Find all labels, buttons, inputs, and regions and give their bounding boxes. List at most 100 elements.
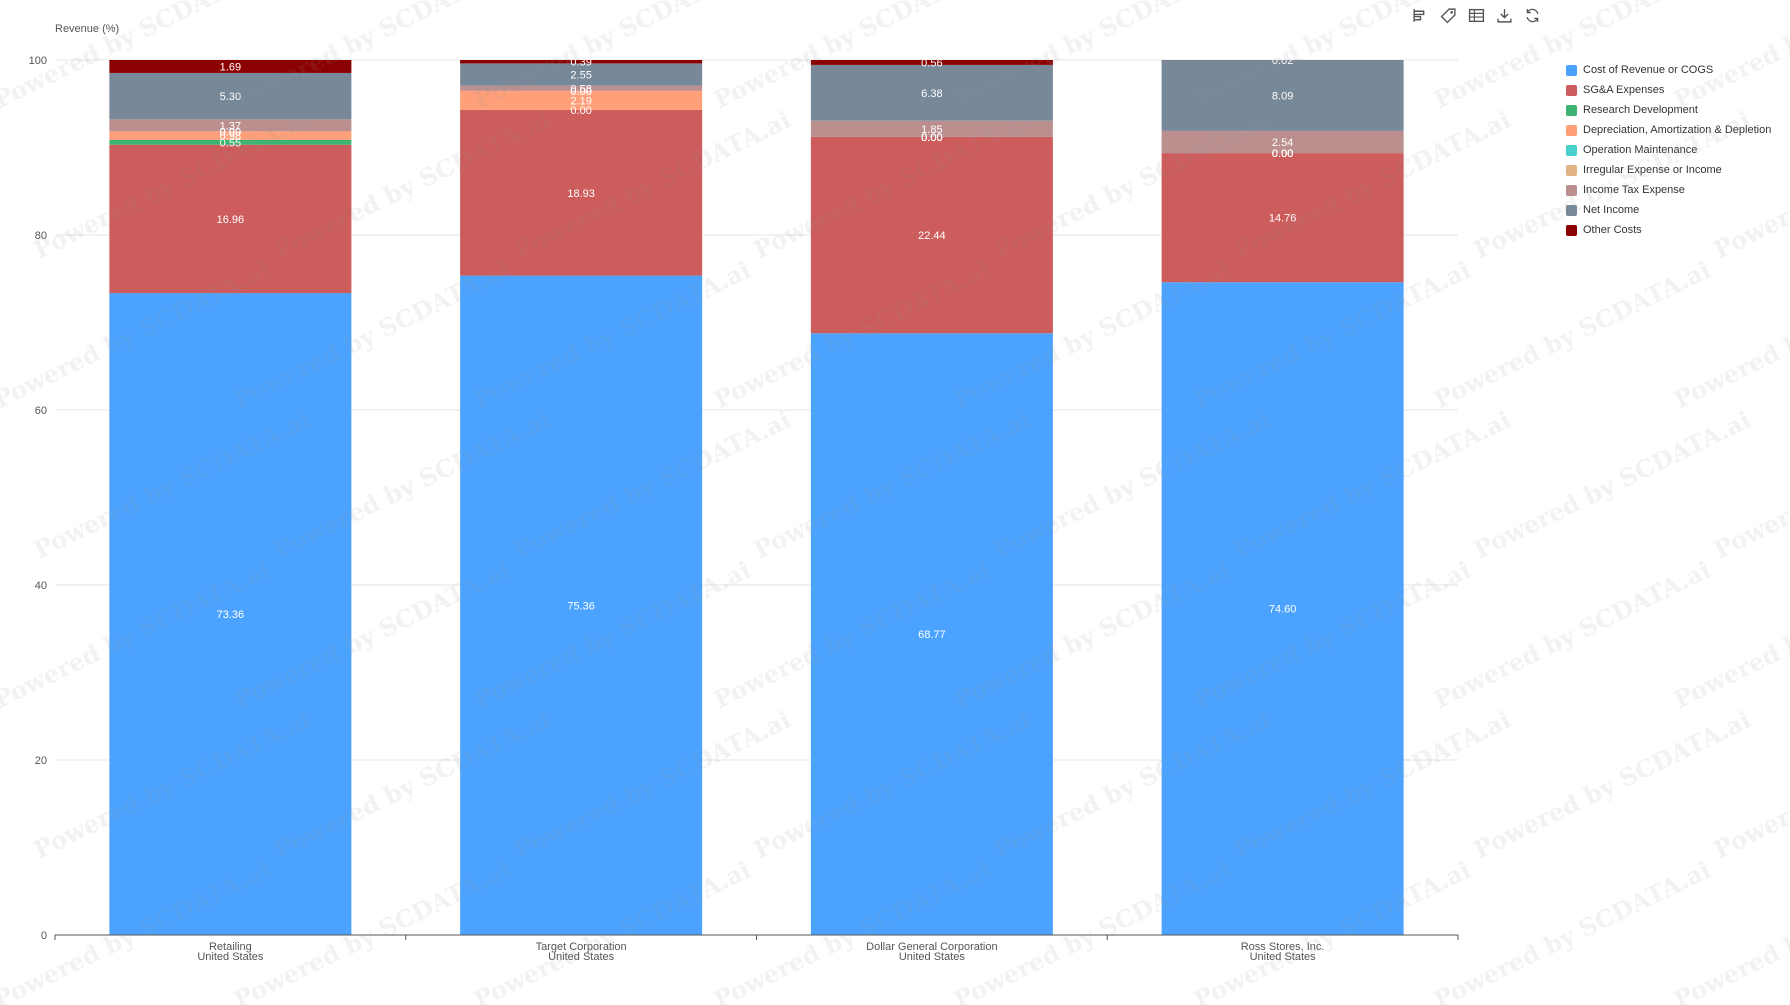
download-icon: [1496, 8, 1512, 23]
legend-label: Cost of Revenue or COGS: [1583, 64, 1714, 76]
y-tick-label: 100: [29, 55, 47, 67]
save-image-button[interactable]: [1494, 5, 1514, 25]
legend-item[interactable]: Depreciation, Amortization & Depletion: [1566, 120, 1771, 140]
bar-segment[interactable]: [460, 109, 703, 276]
bar-segment[interactable]: [810, 136, 1053, 334]
bar-segment[interactable]: [810, 60, 1053, 65]
legend-item[interactable]: Other Costs: [1566, 220, 1771, 240]
bar-value-label: 6.38: [921, 88, 942, 100]
bar-value-label: 18.93: [567, 188, 595, 200]
bar-value-label: 0.00: [570, 86, 591, 98]
y-tick-label: 80: [35, 230, 47, 242]
legend-label: Other Costs: [1583, 224, 1642, 236]
y-tick-label: 20: [35, 755, 47, 767]
bar-value-label: 73.36: [217, 609, 245, 621]
x-tick-label: Retailing: [209, 941, 252, 953]
bar-value-label: 68.77: [918, 629, 946, 641]
bar-value-label: 75.36: [567, 600, 595, 612]
bar-segment[interactable]: [109, 131, 352, 140]
bar-value-label: 2.54: [1272, 137, 1293, 149]
y-axis-ticks: 0 20 40 60 80 100: [29, 55, 47, 942]
x-tick-sublabel: United States: [899, 951, 966, 963]
legend-item[interactable]: Research Development: [1566, 100, 1771, 120]
legend-toggle-icon: [1412, 8, 1424, 22]
bar-value-label: 8.09: [1272, 90, 1293, 102]
legend-swatch: [1566, 184, 1577, 196]
bar-value-label: 0.00: [1272, 148, 1293, 160]
legend-swatch: [1566, 164, 1577, 176]
bar-segment[interactable]: [460, 90, 703, 110]
legend-item[interactable]: SG&A Expenses: [1566, 80, 1771, 100]
legend-label: Operation Maintenance: [1583, 144, 1698, 156]
bar-value-label: 1.69: [220, 61, 241, 73]
bar-value-label: 0.55: [220, 137, 241, 149]
legend-swatch: [1566, 204, 1577, 216]
bar-segment[interactable]: [810, 333, 1053, 935]
x-tick-label: Target Corporation: [536, 941, 627, 953]
bar-segment[interactable]: [460, 60, 703, 64]
y-axis-title: Revenue (%): [55, 23, 119, 35]
legend-label: SG&A Expenses: [1583, 84, 1665, 96]
bar-value-label: 0.00: [220, 126, 241, 138]
legend-item[interactable]: Cost of Revenue or COGS: [1566, 60, 1771, 80]
y-tick-label: 40: [35, 580, 47, 592]
bar-segment[interactable]: [460, 63, 703, 86]
bar-segment[interactable]: [810, 64, 1053, 121]
data-view-button[interactable]: [1466, 5, 1486, 25]
bar-segment[interactable]: [109, 119, 352, 132]
bar-value-label: 0.00: [1272, 148, 1293, 160]
bar-segment[interactable]: [109, 72, 352, 120]
legend-label: Irregular Expense or Income: [1583, 164, 1722, 176]
bar-segment[interactable]: [1161, 153, 1404, 283]
tag-icon: [1440, 7, 1456, 23]
bar-segment[interactable]: [460, 85, 703, 91]
bar-value-label: 5.30: [220, 91, 241, 103]
bar-value-label: 0.98: [220, 131, 241, 143]
bar-value-label: 0.00: [921, 132, 942, 144]
legend-item[interactable]: Net Income: [1566, 200, 1771, 220]
bar-segment[interactable]: [810, 120, 1053, 137]
bars-group: [109, 60, 1404, 936]
label-toggle-button[interactable]: [1438, 5, 1458, 25]
x-tick-sublabel: United States: [1250, 951, 1317, 963]
bar-value-label: 0.00: [921, 132, 942, 144]
bar-value-label: 0.56: [921, 57, 942, 69]
x-tick-label: Ross Stores, Inc.: [1241, 941, 1325, 953]
x-tick-sublabel: United States: [197, 951, 264, 963]
legend-toggle-button[interactable]: [1410, 5, 1430, 25]
bar-value-label: 14.76: [1269, 213, 1297, 225]
bar-segment[interactable]: [109, 144, 352, 294]
bar-segment[interactable]: [109, 60, 352, 73]
refresh-icon: [1526, 8, 1538, 22]
chart-legend: Cost of Revenue or COGS SG&A Expenses Rese…: [1566, 60, 1771, 240]
x-tick-sublabel: United States: [548, 951, 615, 963]
bar-value-label: 0.00: [570, 105, 591, 117]
bar-value-label: 0.00: [220, 126, 241, 138]
bar-segment[interactable]: [1161, 60, 1404, 131]
bar-segment[interactable]: [109, 139, 352, 145]
data-table-icon: [1468, 8, 1484, 22]
chart-toolbar: [1410, 5, 1542, 25]
bar-value-label: 74.60: [1269, 604, 1297, 616]
legend-item[interactable]: Operation Maintenance: [1566, 140, 1771, 160]
bar-segment[interactable]: [1161, 282, 1404, 935]
legend-swatch: [1566, 144, 1577, 156]
bar-value-label: 16.96: [217, 214, 245, 226]
bar-segment[interactable]: [460, 275, 703, 936]
legend-item[interactable]: Irregular Expense or Income: [1566, 160, 1771, 180]
legend-item[interactable]: Income Tax Expense: [1566, 180, 1771, 200]
legend-label: Depreciation, Amortization & Depletion: [1583, 124, 1772, 136]
bar-value-label: 1.85: [921, 124, 942, 136]
legend-label: Net Income: [1583, 204, 1640, 216]
bar-value-label: 0.00: [1272, 148, 1293, 160]
bar-value-label: 22.44: [918, 230, 946, 242]
bar-value-label: 0.00: [570, 86, 591, 98]
bar-segment[interactable]: [1161, 130, 1404, 154]
restore-button[interactable]: [1522, 5, 1542, 25]
legend-swatch: [1566, 104, 1577, 116]
bar-segment[interactable]: [109, 293, 352, 936]
y-tick-label: 60: [35, 405, 47, 417]
bar-value-label: 0.02: [1272, 55, 1293, 67]
